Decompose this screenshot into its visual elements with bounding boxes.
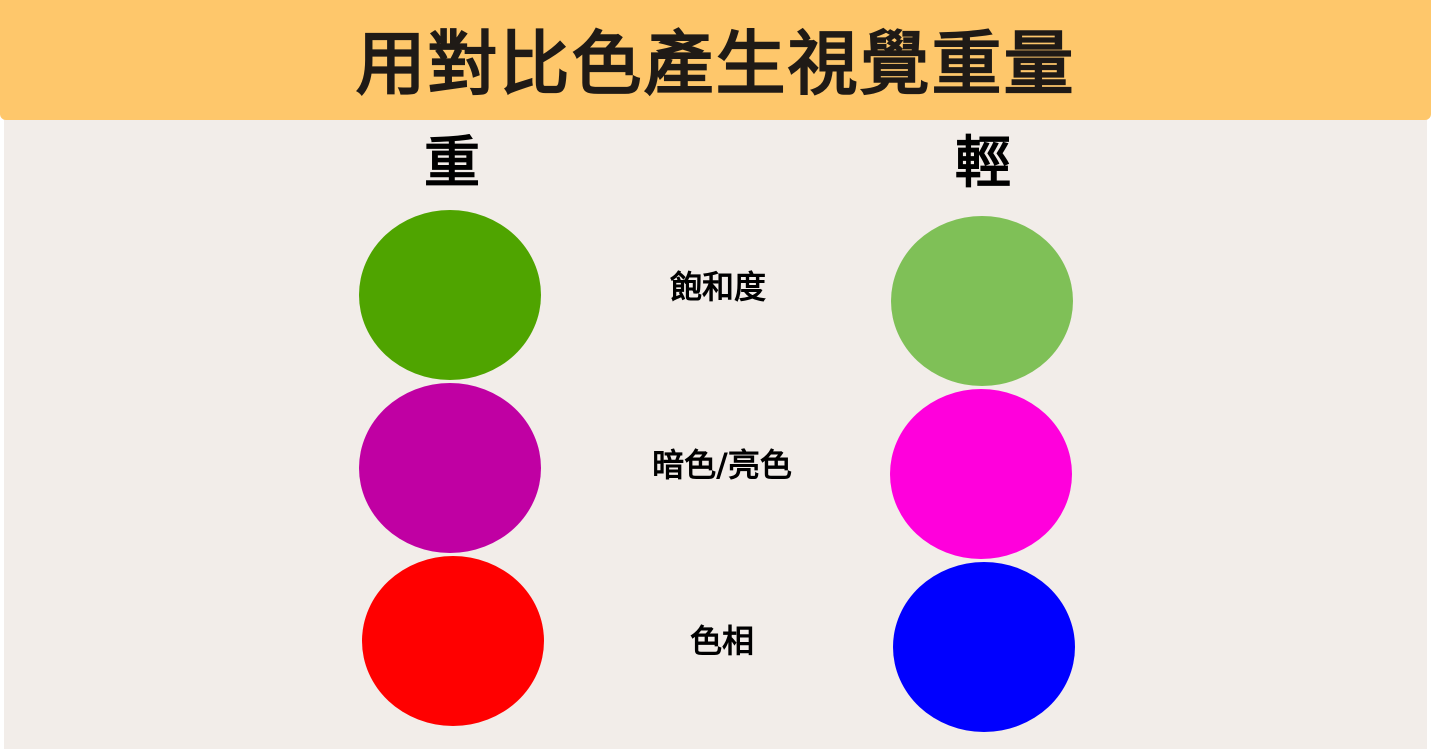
light-hue-circle bbox=[893, 562, 1075, 732]
page-title: 用對比色產生視覺重量 bbox=[355, 23, 1076, 105]
row-label-saturation: 飽和度 bbox=[669, 268, 766, 306]
content-panel bbox=[4, 112, 1427, 749]
row-label-darkness: 暗色/亮色 bbox=[652, 446, 792, 484]
row-label-hue: 色相 bbox=[689, 622, 754, 660]
light-column-heading: 輕 bbox=[955, 131, 1011, 196]
heavy-saturation-circle bbox=[359, 210, 541, 380]
heavy-column-heading: 重 bbox=[424, 131, 480, 196]
light-saturation-circle bbox=[891, 216, 1073, 386]
heavy-darkness-circle bbox=[359, 383, 541, 553]
light-darkness-circle bbox=[890, 389, 1072, 559]
title-banner: 用對比色產生視覺重量 bbox=[0, 0, 1431, 120]
heavy-hue-circle bbox=[362, 556, 544, 726]
